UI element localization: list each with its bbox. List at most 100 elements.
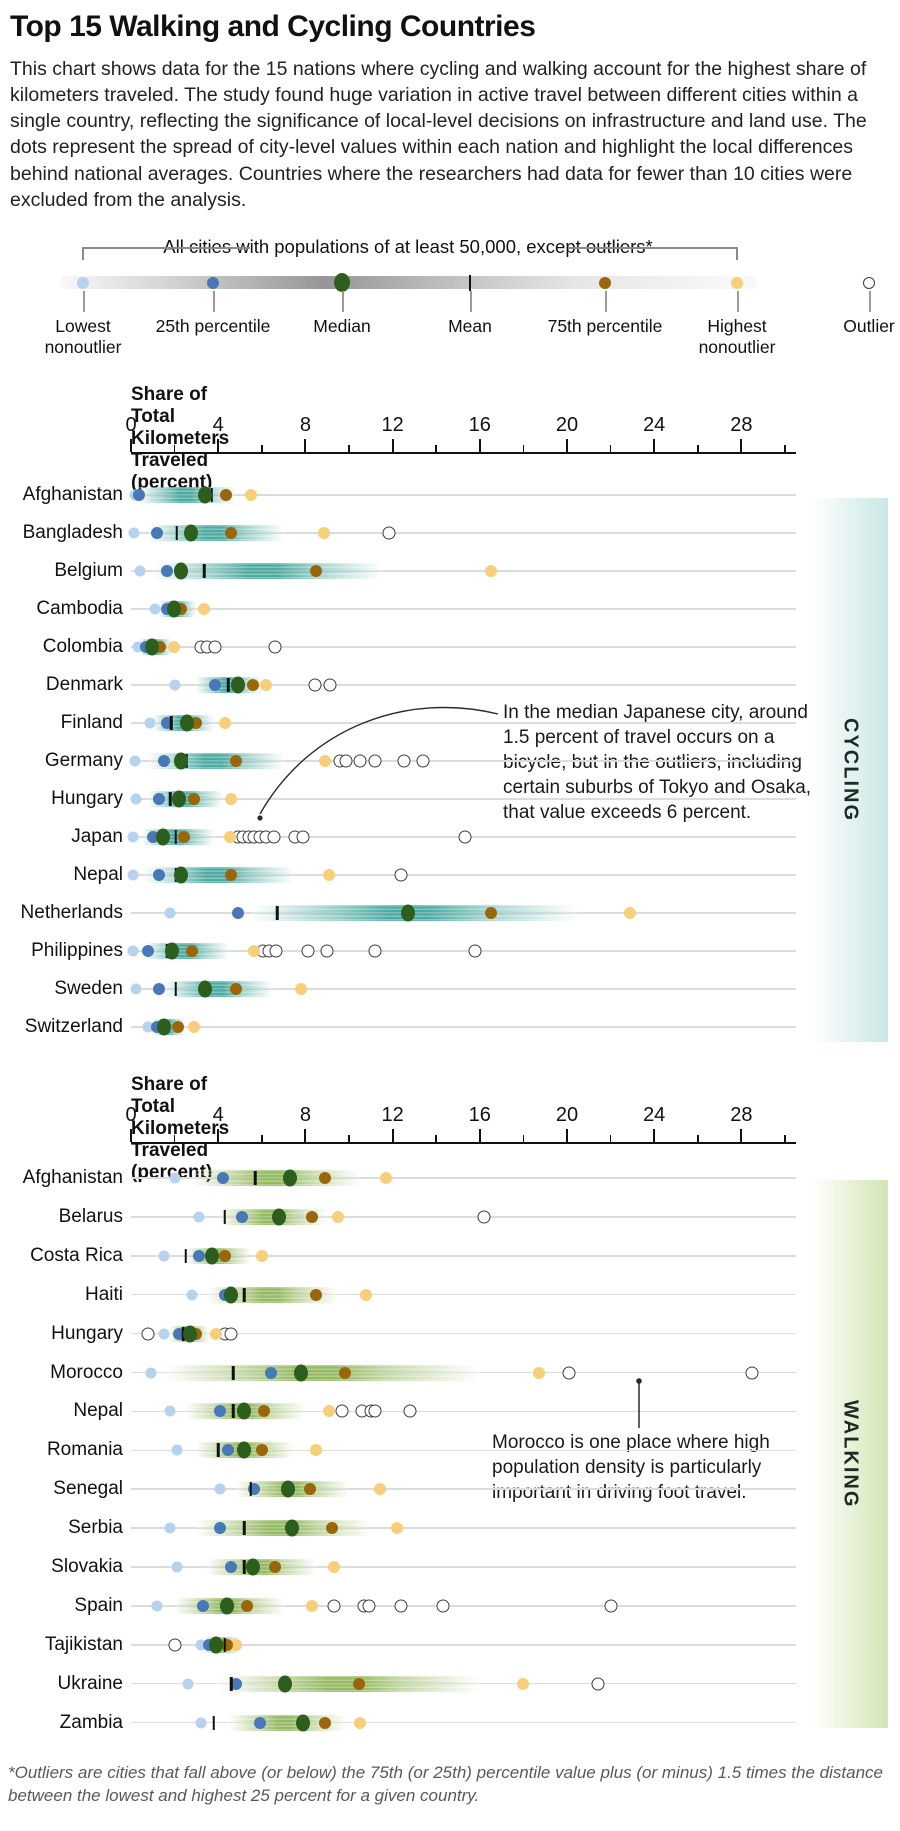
- dot-median: [277, 1675, 292, 1693]
- dot-75th-percentile: [247, 679, 260, 691]
- dot-median: [246, 1558, 261, 1576]
- mean-tick: [232, 1404, 235, 1419]
- dot-25th-percentile: [160, 565, 173, 577]
- dot-75th-percentile: [319, 1716, 332, 1729]
- cycling-section-band: CYCLING: [812, 498, 888, 1042]
- axis-tick: [348, 1135, 350, 1142]
- dot-75th-percentile: [255, 1444, 268, 1457]
- legend-item-label: Highest nonoutlier: [698, 316, 776, 357]
- country-label: Afghanistan: [22, 484, 123, 505]
- axis-tick: [391, 1129, 394, 1142]
- axis-title: Share of Total Kilometers Traveled (perc…: [131, 1074, 230, 1183]
- country-label: Sweden: [54, 978, 123, 999]
- legend-stem: [213, 291, 215, 312]
- mean-tick: [230, 1676, 233, 1691]
- dot-75th-percentile: [268, 1561, 281, 1573]
- quartile-band: [152, 563, 382, 579]
- outlier-dot: [745, 1366, 759, 1379]
- dot-75th-percentile: [225, 869, 238, 881]
- dot-lowest-nonoutlier: [127, 831, 139, 843]
- country-label: Morocco: [50, 1361, 123, 1383]
- axis-tick: [304, 1129, 307, 1142]
- dot-25th-percentile: [222, 1444, 234, 1457]
- page-description: This chart shows data for the 15 nations…: [10, 58, 867, 211]
- dot-25th-percentile: [214, 1405, 227, 1418]
- dot-75th-percentile: [171, 1021, 184, 1033]
- dot-highest-nonoutlier: [198, 603, 211, 615]
- legend-bracket-tick: [736, 247, 738, 260]
- dot-lowest-nonoutlier: [128, 527, 140, 539]
- dot-highest-nonoutlier: [305, 1599, 318, 1612]
- outlier-dot: [208, 640, 222, 654]
- row-line: [131, 1293, 796, 1296]
- dot-25th-percentile: [229, 1677, 242, 1690]
- axis-tick: [697, 1135, 699, 1142]
- row-line: [131, 1721, 796, 1724]
- axis-tick: [522, 445, 525, 452]
- legend-percentile-dot: [731, 276, 743, 289]
- dot-75th-percentile: [240, 1599, 253, 1612]
- dot-75th-percentile: [229, 983, 242, 995]
- dot-75th-percentile: [305, 1210, 318, 1223]
- country-label: Netherlands: [20, 902, 123, 923]
- dot-median: [155, 828, 170, 846]
- mean-tick: [254, 1171, 257, 1185]
- legend-item-label: Mean: [448, 316, 492, 336]
- dot-lowest-nonoutlier: [171, 1561, 183, 1573]
- country-label: Nepal: [73, 864, 123, 885]
- mean-tick: [216, 1443, 220, 1458]
- morocco-leader-anchor: [636, 1378, 642, 1384]
- legend-percentile-dot: [599, 276, 611, 289]
- dot-median: [230, 676, 245, 694]
- axis-tick-label: 8: [299, 414, 311, 436]
- outlier-dot: [436, 1599, 450, 1613]
- dot-highest-nonoutlier: [224, 831, 237, 843]
- mean-tick: [168, 792, 172, 806]
- dot-median: [209, 1636, 224, 1654]
- dot-median: [204, 1247, 219, 1265]
- dot-75th-percentile: [186, 945, 199, 957]
- row-line: [131, 1255, 796, 1257]
- country-label: Japan: [71, 826, 123, 847]
- legend-stem: [83, 291, 85, 312]
- outlier-dot: [591, 1677, 605, 1691]
- country-label: Denmark: [45, 674, 123, 695]
- dot-median: [165, 942, 180, 960]
- dot-median: [182, 1325, 197, 1343]
- axis-tick-label: 12: [381, 414, 404, 436]
- dot-highest-nonoutlier: [317, 527, 330, 539]
- dot-lowest-nonoutlier: [158, 1250, 170, 1262]
- dot-25th-percentile: [192, 1249, 205, 1262]
- row-line: [131, 1449, 796, 1452]
- outlier-dot: [224, 1327, 238, 1341]
- quartile-band: [207, 1286, 339, 1303]
- legend-item-label: Outlier: [843, 316, 895, 336]
- quartile-band: [163, 1364, 480, 1381]
- axis-tick: [566, 439, 568, 452]
- dot-highest-nonoutlier: [229, 1638, 242, 1651]
- dot-lowest-nonoutlier: [195, 1639, 207, 1651]
- dot-median: [174, 866, 189, 884]
- axis-tick: [435, 1135, 437, 1142]
- dot-median: [283, 1169, 298, 1187]
- dot-25th-percentile: [151, 527, 164, 539]
- axis-baseline: [131, 452, 796, 454]
- dot-75th-percentile: [325, 1522, 338, 1535]
- dot-median: [296, 1714, 311, 1732]
- dot-lowest-nonoutlier: [127, 945, 139, 957]
- axis-tick: [697, 445, 699, 452]
- legend-bracket-label: All cities with populations of at least …: [163, 236, 653, 257]
- axis-tick: [173, 445, 176, 452]
- dot-highest-nonoutlier: [323, 1405, 336, 1418]
- row-line: [131, 570, 796, 572]
- walking-section-band: WALKING: [812, 1180, 888, 1728]
- mean-tick: [212, 1715, 216, 1730]
- outlier-dot: [353, 754, 367, 768]
- mean-tick: [232, 1365, 235, 1380]
- row-line: [131, 646, 796, 648]
- row-line: [131, 1410, 796, 1413]
- country-label: Cambodia: [36, 598, 123, 619]
- axis-tick: [740, 439, 743, 452]
- dot-lowest-nonoutlier: [134, 565, 146, 577]
- legend-item-label: 25th percentile: [155, 316, 271, 336]
